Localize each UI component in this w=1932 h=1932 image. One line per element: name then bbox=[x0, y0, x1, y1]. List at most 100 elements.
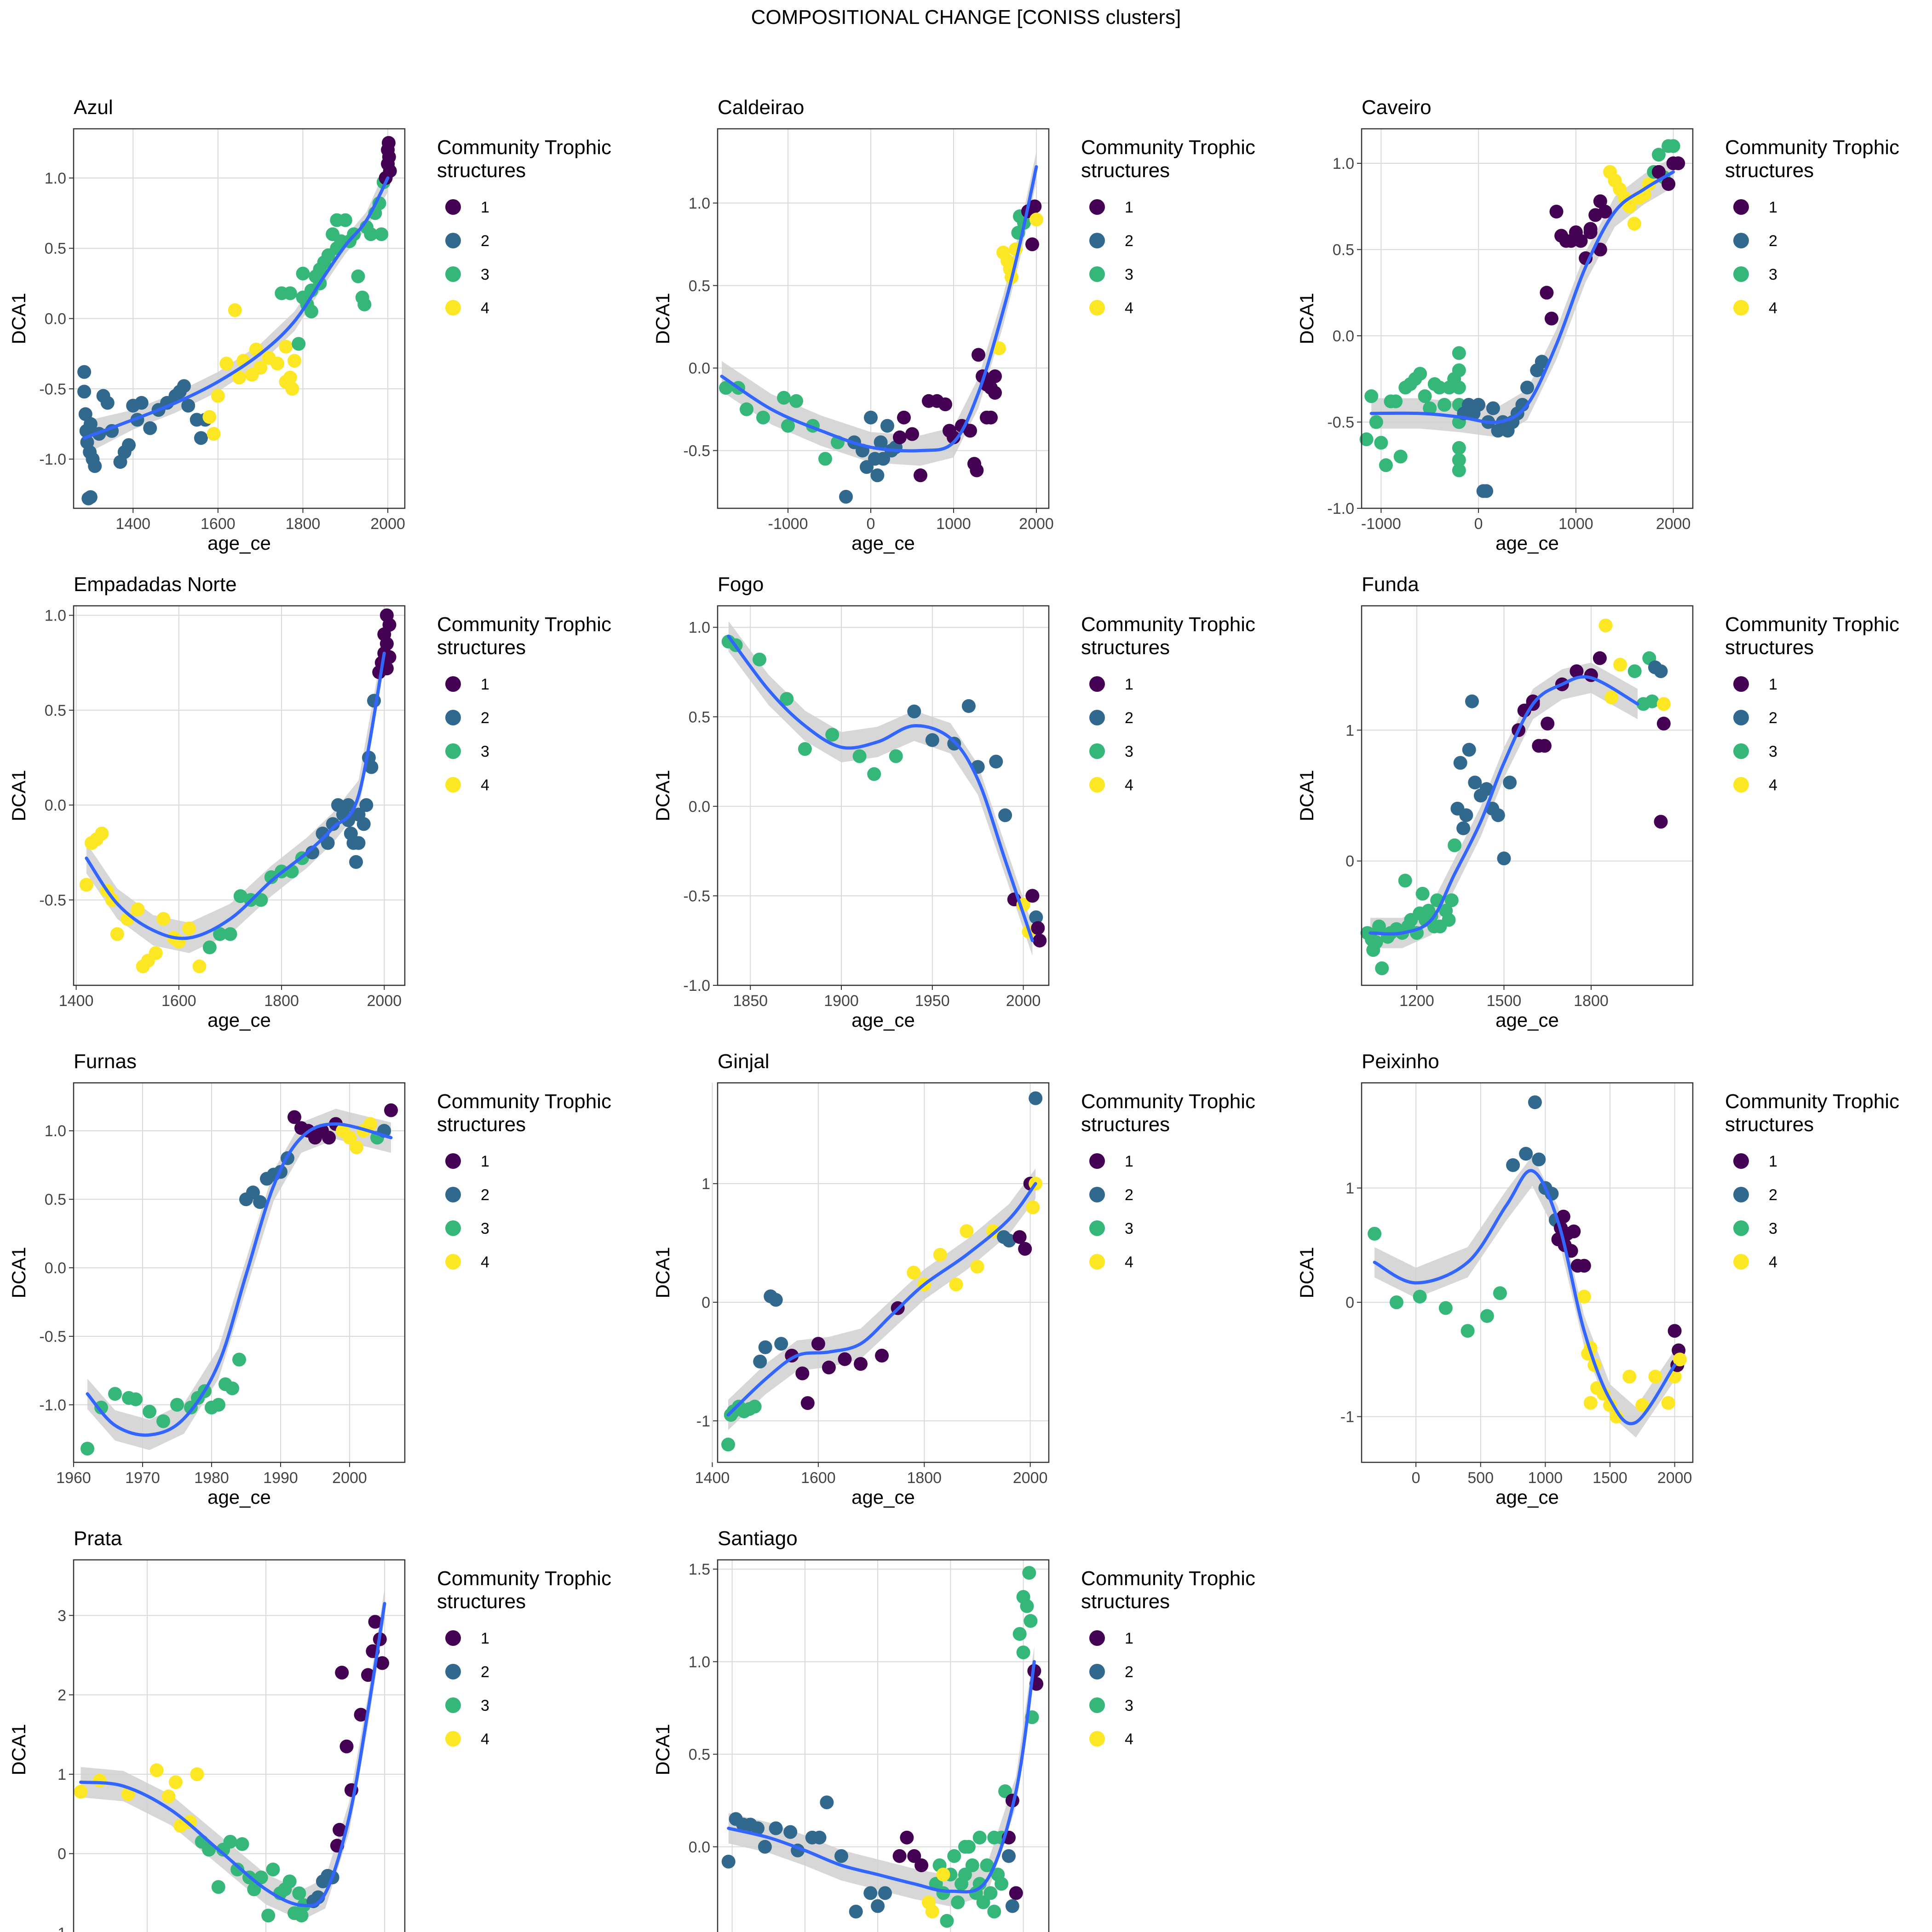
data-point-cluster-2 bbox=[177, 379, 191, 393]
figure-title: COMPOSITIONAL CHANGE [CONISS clusters] bbox=[751, 6, 1181, 29]
data-point-cluster-3 bbox=[980, 1858, 994, 1872]
data-point-cluster-1 bbox=[914, 468, 927, 483]
data-point-cluster-4 bbox=[1026, 1200, 1040, 1214]
data-point-cluster-2 bbox=[1654, 664, 1668, 678]
legend-swatch-4 bbox=[445, 777, 461, 793]
data-point-cluster-2 bbox=[1005, 1899, 1019, 1913]
data-point-cluster-3 bbox=[1379, 458, 1393, 472]
data-point-cluster-3 bbox=[1368, 1227, 1382, 1241]
legend-swatch-3 bbox=[1089, 743, 1105, 759]
data-point-cluster-1 bbox=[1556, 1209, 1570, 1224]
data-point-cluster-3 bbox=[1432, 380, 1447, 395]
data-point-cluster-3 bbox=[781, 419, 795, 433]
data-point-cluster-2 bbox=[341, 813, 356, 828]
legend-label: 3 bbox=[481, 1220, 489, 1237]
y-tick-label: -0.5 bbox=[683, 1931, 710, 1932]
data-point-cluster-2 bbox=[1486, 401, 1500, 415]
y-tick-label: 0.0 bbox=[689, 1839, 710, 1856]
data-point-cluster-3 bbox=[1452, 363, 1466, 377]
panel-caldeirao: Caldeirao -1000 0 1000 2000 -0.5 0.0 0.5 1.0 age_… bbox=[652, 96, 1255, 554]
data-point-cluster-1 bbox=[905, 427, 919, 441]
legend-swatch-3 bbox=[1089, 1220, 1105, 1236]
plot-border bbox=[73, 1082, 406, 1463]
data-point-cluster-4 bbox=[161, 1789, 176, 1804]
data-point-cluster-1 bbox=[1025, 889, 1040, 903]
x-tick-label: 1800 bbox=[264, 992, 299, 1010]
legend-title: structures bbox=[437, 636, 526, 659]
data-point-cluster-1 bbox=[380, 637, 394, 651]
data-point-cluster-4 bbox=[228, 303, 242, 317]
data-point-cluster-3 bbox=[212, 1397, 225, 1412]
y-tick-label: 0.5 bbox=[45, 240, 66, 258]
data-point-cluster-1 bbox=[1671, 156, 1685, 170]
data-point-cluster-1 bbox=[1009, 1886, 1023, 1900]
data-point-cluster-2 bbox=[753, 1354, 767, 1368]
x-axis-label: age_ce bbox=[1495, 1009, 1559, 1031]
data-point-cluster-2 bbox=[100, 396, 115, 410]
legend-title: structures bbox=[437, 1590, 526, 1613]
data-point-cluster-1 bbox=[938, 397, 952, 411]
data-point-cluster-1 bbox=[382, 618, 397, 632]
data-point-cluster-4 bbox=[288, 354, 301, 368]
data-point-cluster-4 bbox=[1661, 1396, 1675, 1410]
panel-title: Peixinho bbox=[1362, 1050, 1439, 1073]
data-point-cluster-2 bbox=[1453, 756, 1467, 770]
legend-title: Community Trophic bbox=[437, 136, 611, 159]
legend-label: 1 bbox=[1125, 1630, 1133, 1647]
legend-label: 1 bbox=[1125, 1153, 1133, 1170]
legend-label: 4 bbox=[481, 1731, 489, 1748]
x-tick-label: 1400 bbox=[115, 515, 150, 533]
x-tick-label: 1990 bbox=[263, 1469, 298, 1487]
data-point-cluster-3 bbox=[225, 1381, 239, 1396]
data-point-cluster-2 bbox=[1520, 380, 1534, 395]
legend-label: 2 bbox=[481, 709, 489, 727]
legend-swatch-1 bbox=[1733, 676, 1749, 692]
data-point-cluster-3 bbox=[254, 1870, 268, 1885]
panel-title: Furnas bbox=[74, 1050, 137, 1073]
x-tick-label: 0 bbox=[867, 515, 875, 533]
data-point-cluster-2 bbox=[870, 468, 885, 483]
legend-title: Community Trophic bbox=[1725, 136, 1899, 159]
data-point-cluster-3 bbox=[1375, 961, 1389, 975]
y-tick-label: 1 bbox=[1346, 1180, 1354, 1197]
data-point-cluster-2 bbox=[1479, 484, 1494, 498]
panel-furnas: Furnas 1960 1970 1980 1990 2000 -1.0 -0.5 0.0 0.5… bbox=[8, 1050, 611, 1508]
data-point-cluster-3 bbox=[1389, 394, 1403, 408]
legend-swatch-2 bbox=[445, 1664, 461, 1679]
data-point-cluster-3 bbox=[1364, 389, 1379, 403]
data-point-cluster-1 bbox=[1598, 205, 1612, 218]
y-axis-label: DCA1 bbox=[1296, 293, 1317, 344]
data-point-cluster-2 bbox=[880, 419, 894, 433]
x-tick-label: 1960 bbox=[56, 1469, 91, 1487]
data-point-cluster-1 bbox=[1540, 286, 1554, 300]
data-point-cluster-2 bbox=[769, 1821, 783, 1835]
data-point-cluster-2 bbox=[83, 417, 98, 431]
data-point-cluster-1 bbox=[795, 1366, 810, 1380]
legend-title: Community Trophic bbox=[437, 1567, 611, 1590]
x-tick-label: 2000 bbox=[370, 515, 405, 533]
x-tick-label: 0 bbox=[1474, 515, 1483, 533]
y-tick-label: -0.5 bbox=[39, 1328, 66, 1346]
data-point-cluster-2 bbox=[1029, 1091, 1043, 1105]
data-point-cluster-3 bbox=[1020, 1599, 1034, 1613]
legend-swatch-1 bbox=[445, 199, 461, 215]
data-point-cluster-4 bbox=[95, 827, 109, 840]
data-point-cluster-1 bbox=[1018, 1242, 1032, 1256]
legend-label: 4 bbox=[1125, 1254, 1133, 1271]
data-point-cluster-4 bbox=[1598, 618, 1613, 632]
data-point-cluster-1 bbox=[335, 1666, 349, 1680]
legend-label: 4 bbox=[1769, 299, 1777, 317]
data-point-cluster-3 bbox=[143, 1404, 156, 1419]
legend-swatch-1 bbox=[1733, 199, 1749, 215]
x-tick-label: 1600 bbox=[161, 992, 196, 1010]
legend-swatch-3 bbox=[445, 1697, 461, 1713]
legend-swatch-1 bbox=[445, 1153, 461, 1169]
legend-label: 3 bbox=[1769, 743, 1777, 760]
y-tick-label: 0 bbox=[702, 1294, 710, 1311]
x-tick-label: 2000 bbox=[1019, 515, 1054, 533]
y-axis-label: DCA1 bbox=[8, 770, 29, 821]
panel-azul: Azul 1400 1600 1800 2000 -1.0 -0.5 0.0 0.5 1.0 age… bbox=[8, 96, 611, 554]
legend-label: 3 bbox=[1769, 266, 1777, 283]
